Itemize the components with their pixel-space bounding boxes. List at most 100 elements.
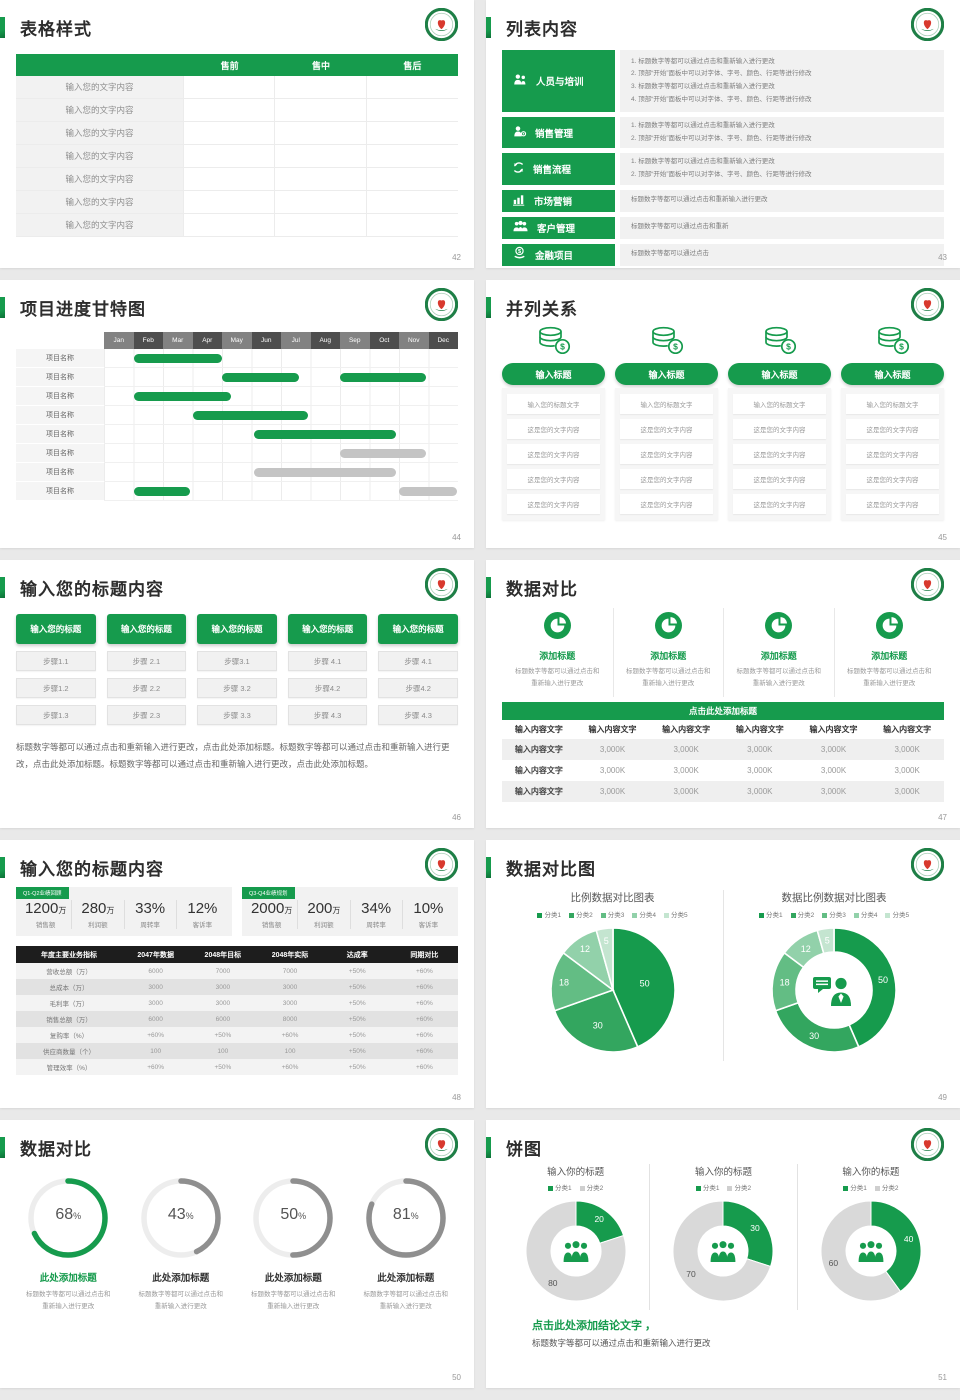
table-cell: +50%	[323, 979, 391, 995]
slide-data-compare[interactable]: 数据对比 添加标题 标题数字等都可以通过点击和重新输入进行更改 添加标题 标题数字等都…	[486, 560, 960, 828]
slide-header: 项目进度甘特图	[0, 287, 459, 322]
page-number: 49	[938, 1093, 947, 1102]
legend-item: 分类2	[790, 909, 814, 919]
table-cell: +60%	[390, 1027, 458, 1043]
coins-icon: $	[650, 326, 684, 359]
list-item-header: 销售管理	[502, 117, 615, 149]
gantt-row: 项目名称	[16, 482, 458, 501]
stat-label: 周转率	[140, 922, 160, 929]
stat-value: 34%	[361, 900, 392, 917]
table-cell: 3000	[122, 995, 190, 1011]
step-box: 步骤 4.1	[378, 651, 458, 671]
gantt-row-label: 项目名称	[16, 463, 104, 482]
legend-swatch	[874, 1185, 880, 1191]
table-row-label: 输入您的文字内容	[16, 122, 184, 145]
step-box: 步骤 3.2	[197, 678, 277, 698]
stat-value: 1200万	[24, 900, 67, 917]
table-cell: +50%	[323, 1043, 391, 1059]
column-row: 这是您的文字内容	[620, 444, 713, 464]
stat-value: 280万	[81, 900, 115, 917]
slide-pie-charts[interactable]: 饼图 输入你的标题 分类1 分类2 20 80 输入你的标题 分类1 分类2 30 70 输入你的标…	[486, 1120, 960, 1388]
table-cell	[366, 191, 458, 214]
table-header-cell: 售中	[275, 54, 367, 76]
step-column-title: 输入您的标题	[287, 614, 368, 644]
gantt-track	[104, 482, 458, 501]
donut-chart: 输入你的标题 分类1 分类2 30 70	[649, 1164, 796, 1310]
table-cell	[183, 99, 276, 122]
table-cell: 3000	[189, 979, 257, 995]
table-cell: 3000	[189, 995, 257, 1011]
feature-caption: 标题数字等都可以通过点击和重新输入进行更改	[736, 668, 822, 687]
table-cell: 7000	[256, 963, 324, 979]
table-cell: 3,000K	[894, 766, 920, 776]
table-header-cell: 输入内容文字	[735, 725, 784, 735]
legend-item: 分类2	[727, 1182, 751, 1192]
table-cell: 输入内容文字	[502, 739, 576, 761]
column-row: 这是您的文字内容	[733, 494, 826, 514]
percent-sign: %	[298, 1211, 307, 1221]
progress-ring-item: 50% 此处添加标题 标题数字等都可以通过点击和重新输入进行更改	[241, 1176, 346, 1312]
page-number: 46	[452, 813, 461, 822]
svg-text:$: $	[899, 342, 904, 352]
stat-value: 12%	[187, 900, 218, 917]
people-group-icon	[563, 1241, 589, 1262]
parallel-column: $ 输入标题 输入您的标题文字 这是您的文字内容 这是您的文字内容 这是您的文字内容 这是您…	[728, 326, 831, 520]
progress-ring-item: 43% 此处添加标题 标题数字等都可以通过点击和重新输入进行更改	[129, 1176, 234, 1312]
table-cell: 管理效率（%）	[16, 1059, 123, 1075]
gantt-chart: Jan Feb Mar Apr May Jun Jul Aug Sep Oct Nov Dec 项目名称…	[16, 332, 458, 501]
page-number: 48	[452, 1093, 461, 1102]
step-box: 步骤1.3	[16, 705, 96, 725]
column-row: 这是您的文字内容	[620, 469, 713, 489]
legend-item: 分类4	[853, 909, 877, 919]
svg-text:$: $	[673, 342, 678, 352]
table-cell: +60%	[256, 1059, 324, 1075]
gantt-bar	[222, 373, 299, 382]
stat-label: 客诉率	[418, 922, 439, 929]
table-header-cell: 2048年实际	[256, 946, 324, 963]
column-row: 这是您的文字内容	[620, 419, 713, 439]
gantt-row-label: 项目名称	[16, 425, 104, 444]
step-box: 步骤1.2	[16, 678, 96, 698]
table-cell: 3,000K	[599, 766, 626, 776]
slide-parallel-relation[interactable]: 并列关系 $ 输入标题 输入您的标题文字 这是您的文字内容 这是您的文字内容 这是您的文字…	[486, 280, 960, 548]
title-accent-bar	[486, 576, 491, 598]
ring-title: 此处添加标题	[39, 1273, 97, 1284]
slide-table-style[interactable]: 表格样式 售前 售中 售后 输入您的文字内容 输入您的文字内容 输入您的文字内容 输入您的文…	[0, 0, 474, 268]
stat-panel: Q3-Q4业绩规划 2000万 销售额 200万 利润额 34% 周转率 10% 客诉率	[242, 887, 458, 936]
slide-list-content[interactable]: 列表内容 人员与培训 1. 标题数字等都可以通过点击和重新输入进行更改 2. 顶部“…	[486, 0, 960, 268]
table-cell	[183, 76, 276, 99]
list-item-line: 1. 标题数字等都可以通过点击和重新输入进行更改	[631, 57, 775, 65]
gantt-month-label: Feb	[133, 332, 163, 349]
table-cell: +50%	[323, 963, 391, 979]
step-column: 输入您的标题 步骤 2.1 步骤 2.2 步骤 2.3	[106, 614, 187, 725]
stat-panel: Q1-Q2业绩回顾 1200万 销售额 280万 利润额 33% 周转率 12% 客诉率	[16, 887, 232, 936]
title-accent-bar	[0, 1136, 5, 1158]
donut-chart: 输入你的标题 分类1 分类2 20 80	[502, 1164, 649, 1310]
slide-steps[interactable]: 输入您的标题内容 输入您的标题 步骤1.1 步骤1.2 步骤1.3 输入您的标题 步骤 2…	[0, 560, 474, 828]
table-row-label: 输入您的文字内容	[16, 214, 184, 237]
slide-stats-table[interactable]: 输入您的标题内容 Q1-Q2业绩回顾 1200万 销售额 280万 利润额 33% 周转率 1…	[0, 840, 474, 1108]
stat-item: 1200万 销售额	[20, 900, 71, 929]
feature-title: 添加标题	[871, 651, 908, 661]
title-accent-bar	[0, 576, 5, 598]
slide-donut-percents[interactable]: 数据对比 68% 此处添加标题 标题数字等都可以通过点击和重新输入进行更改 43% 此…	[0, 1120, 474, 1388]
legend-swatch	[885, 912, 891, 918]
column-panel: 输入您的标题文字 这是您的文字内容 这是您的文字内容 这是您的文字内容 这是您的文字内容	[841, 388, 944, 520]
table-header-cell: 售后	[366, 54, 458, 76]
slide-compare-charts[interactable]: 数据对比图 比例数据对比图表 分类1 分类2 分类3 分类4 分类5 50 30 18 12 5 数据…	[486, 840, 960, 1108]
pie-chart-row: 输入你的标题 分类1 分类2 20 80 输入你的标题 分类1 分类2 30 70 输入你的标题 分类…	[502, 1164, 944, 1310]
progress-value: 68%	[55, 1206, 82, 1223]
stat-list: 2000万 销售额 200万 利润额 34% 周转率 10% 客诉率	[246, 900, 454, 929]
page-title: 并列关系	[506, 299, 578, 319]
gantt-month-label: Aug	[310, 332, 340, 349]
legend-swatch	[548, 1185, 554, 1191]
table-cell: 6000	[122, 1011, 190, 1027]
parallel-column: $ 输入标题 输入您的标题文字 这是您的文字内容 这是您的文字内容 这是您的文字内容 这是您…	[502, 326, 605, 520]
legend-swatch	[663, 912, 669, 918]
progress-value: 50%	[280, 1206, 307, 1223]
slide-gantt-chart[interactable]: 项目进度甘特图 Jan Feb Mar Apr May Jun Jul Aug Sep Oct No…	[0, 280, 474, 548]
table-cell	[366, 168, 458, 191]
ring-title: 此处添加标题	[377, 1273, 435, 1284]
legend-swatch	[569, 912, 575, 918]
